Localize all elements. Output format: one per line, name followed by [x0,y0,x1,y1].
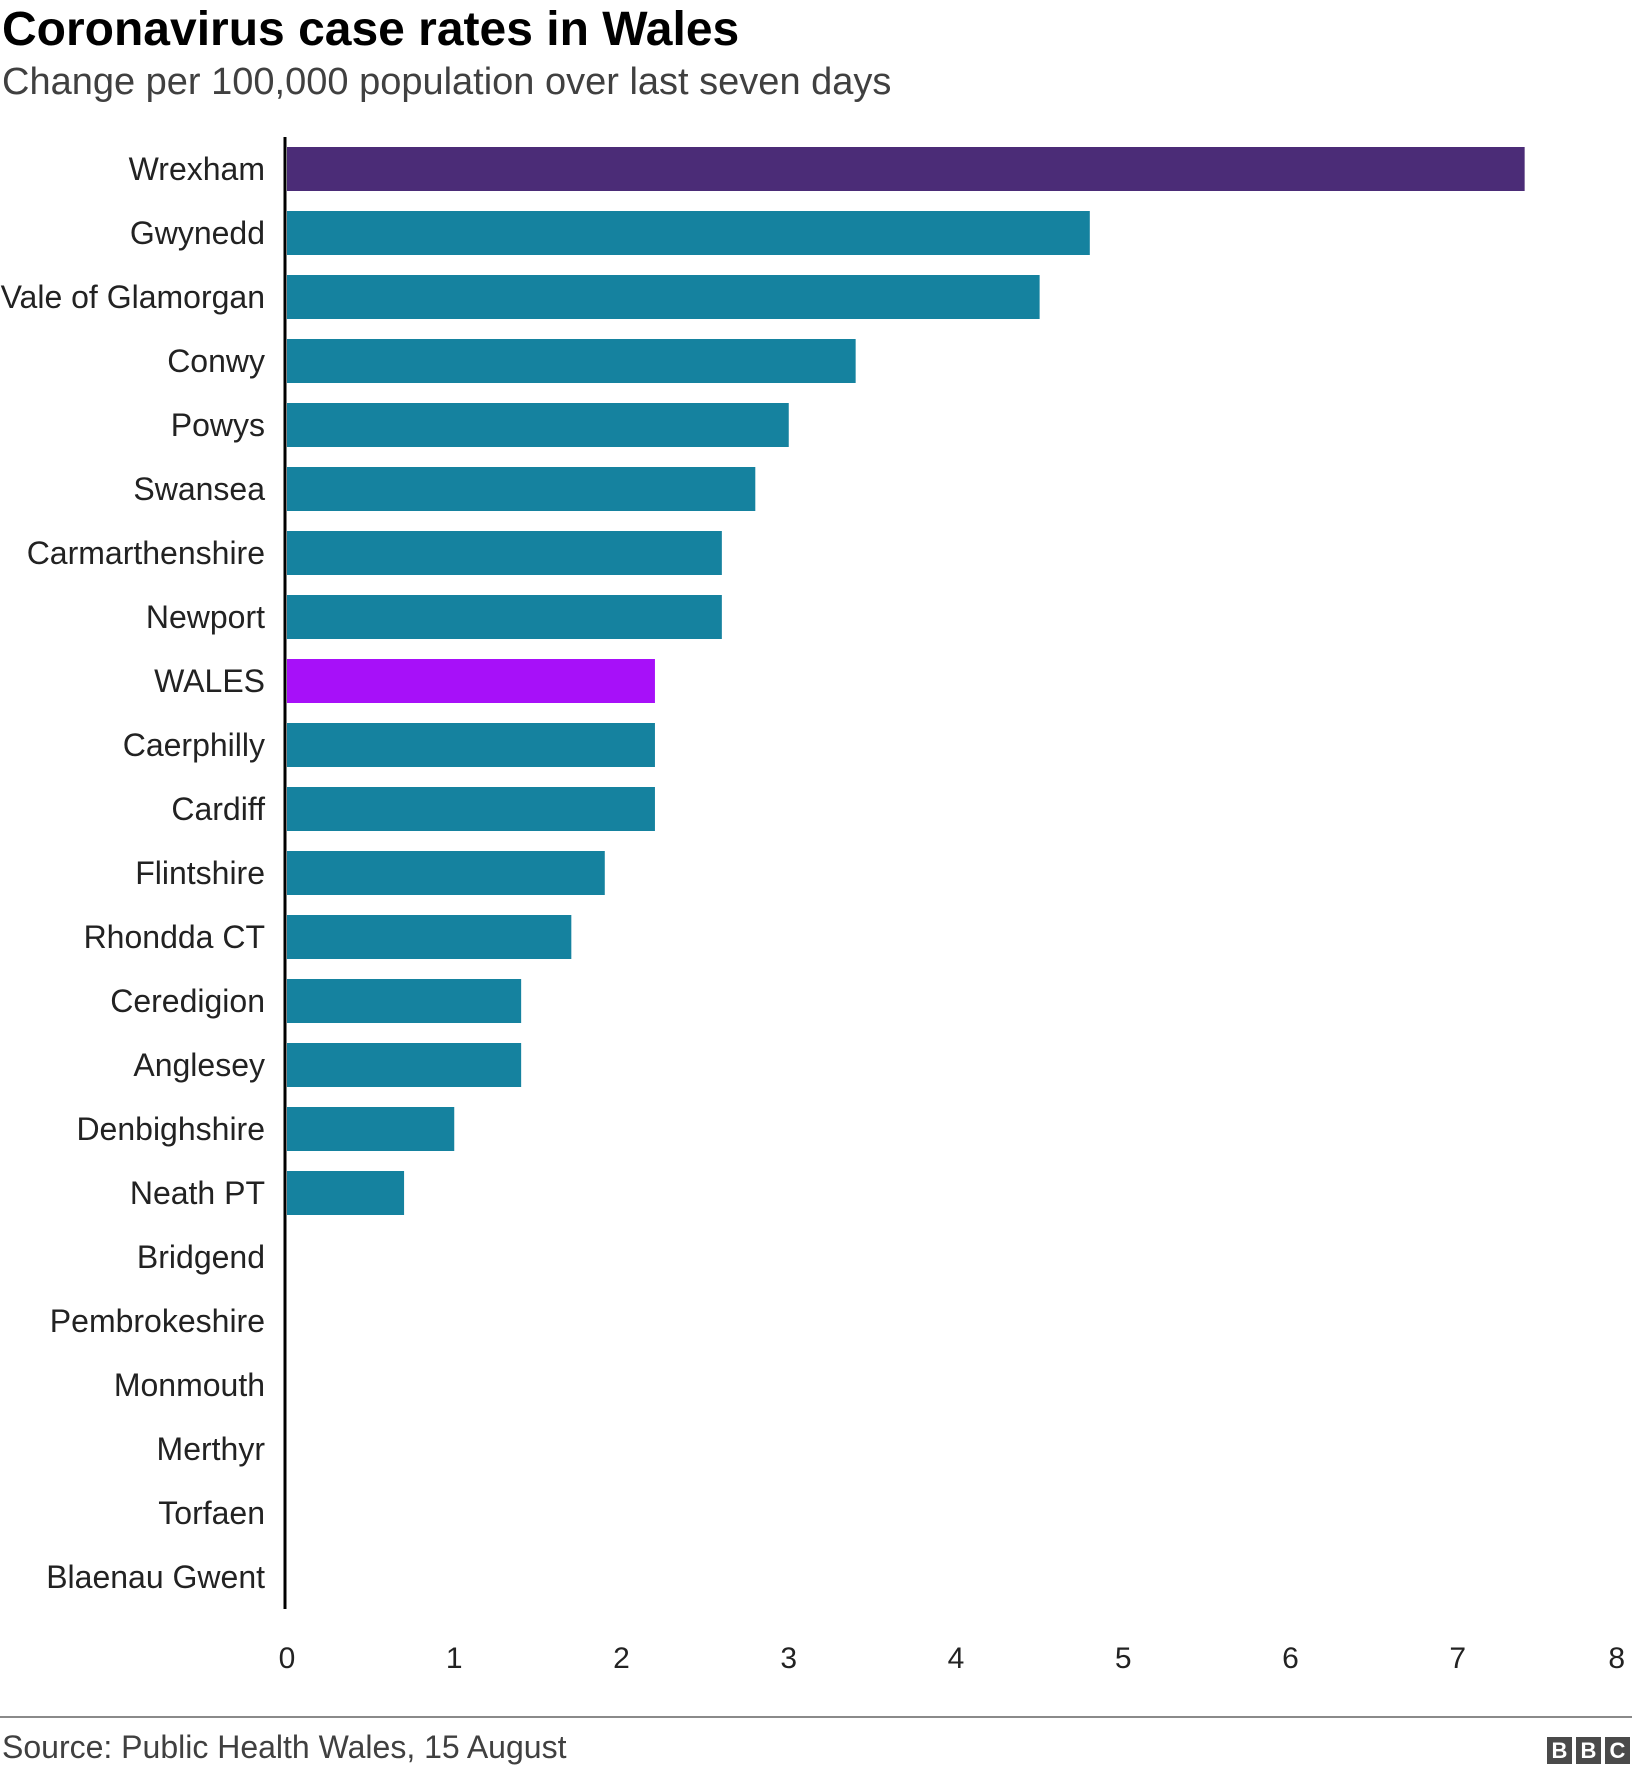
category-label: Ceredigion [110,983,265,1019]
x-tick-label: 6 [1282,1642,1299,1675]
chart-subtitle: Change per 100,000 population over last … [2,61,892,103]
category-label: Carmarthenshire [27,535,265,571]
x-tick-label: 8 [1608,1642,1625,1675]
bar [287,979,522,1023]
x-tick-label: 0 [279,1642,296,1675]
category-label: Powys [171,407,265,443]
bar [287,851,605,895]
x-tick-label: 7 [1449,1642,1466,1675]
footer-divider [0,1716,1632,1718]
category-label: Denbighshire [76,1111,265,1147]
x-tick-label: 1 [446,1642,463,1675]
x-axis-ticks: 0 1 2 3 4 5 6 7 8 [279,1642,1625,1675]
x-tick-label: 3 [780,1642,797,1675]
x-tick-label: 5 [1115,1642,1132,1675]
category-label: WALES [154,663,265,699]
logo-letter: C [1605,1737,1630,1764]
bars [287,147,1525,1215]
bar [287,275,1040,319]
category-label: Cardiff [171,791,265,827]
bar [287,1171,405,1215]
x-tick-label: 2 [613,1642,630,1675]
bar [287,723,655,767]
bar [287,467,756,511]
category-label: Newport [146,599,265,635]
bar [287,531,722,575]
category-labels: Wrexham Gwynedd Vale of Glamorgan Conwy Powy… [1,151,266,1595]
category-label: Rhondda CT [84,919,265,955]
category-label: Bridgend [137,1239,265,1275]
category-label: Vale of Glamorgan [1,279,265,315]
category-label: Gwynedd [130,215,265,251]
logo-letter: B [1547,1737,1572,1764]
category-label: Monmouth [114,1367,265,1403]
bar [287,339,856,383]
source-note: Source: Public Health Wales, 15 August [2,1729,567,1765]
bar-chart: Wrexham Gwynedd Vale of Glamorgan Conwy Powy… [1,137,1625,1675]
category-label: Merthyr [157,1431,266,1467]
category-label: Caerphilly [123,727,265,763]
bar [287,787,655,831]
category-label: Torfaen [158,1495,265,1531]
bar [287,211,1090,255]
bar [287,915,572,959]
bar [287,595,722,639]
bar [287,403,789,447]
category-label: Swansea [133,471,265,507]
bar [287,659,655,703]
category-label: Neath PT [130,1175,265,1211]
bar [287,147,1525,191]
logo-letter: B [1576,1737,1601,1764]
category-label: Conwy [167,343,265,379]
bar [287,1043,522,1087]
category-label: Flintshire [135,855,265,891]
x-tick-label: 4 [948,1642,965,1675]
bar [287,1107,455,1151]
chart-title: Coronavirus case rates in Wales [2,3,740,56]
category-label: Anglesey [133,1047,265,1083]
category-label: Pembrokeshire [50,1303,265,1339]
category-label: Wrexham [129,151,265,187]
category-label: Blaenau Gwent [46,1559,265,1595]
bbc-logo: B B C [1547,1737,1630,1764]
